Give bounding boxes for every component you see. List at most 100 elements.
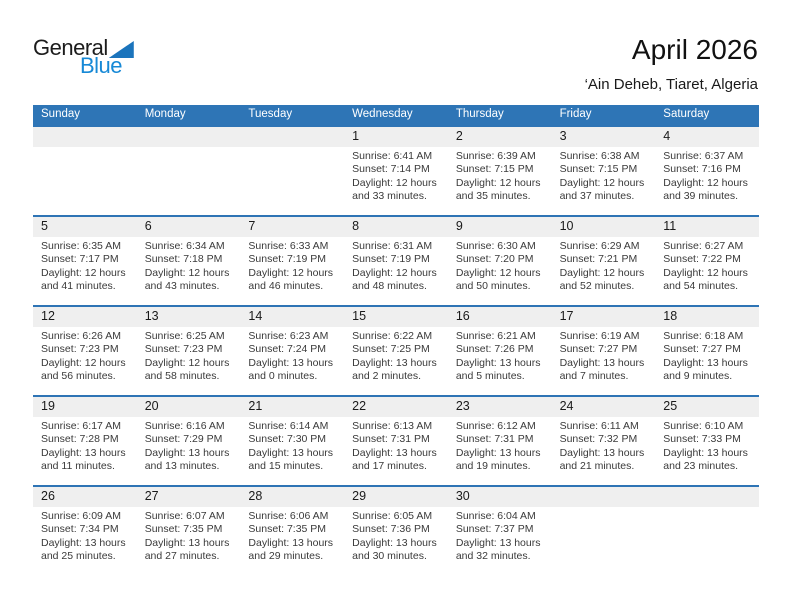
- sunrise-text: Sunrise: 6:23 AM: [248, 330, 329, 342]
- day-number: 28: [240, 487, 345, 507]
- day-details: Sunrise: 6:25 AM Sunset: 7:23 PM Daylight:…: [137, 327, 241, 384]
- day-number: 26: [33, 487, 137, 507]
- daylight-text: Daylight: 12 hours and 35 minutes.: [455, 176, 541, 203]
- day-details: Sunrise: 6:31 AM Sunset: 7:19 PM Daylight:…: [344, 237, 448, 294]
- daylight-text: Daylight: 12 hours and 54 minutes.: [663, 266, 748, 293]
- day-cell: 25 Sunrise: 6:10 AM Sunset: 7:33 PM Dayligh…: [655, 397, 759, 485]
- day-number: [551, 487, 656, 507]
- general-blue-logo: General Blue: [33, 35, 163, 77]
- day-cell: 8 Sunrise: 6:31 AM Sunset: 7:19 PM Daylight…: [344, 217, 448, 305]
- day-number: 13: [136, 307, 241, 327]
- sunrise-text: Sunrise: 6:37 AM: [663, 150, 744, 162]
- day-details: Sunrise: 6:26 AM Sunset: 7:23 PM Daylight:…: [33, 327, 137, 384]
- daylight-text: Daylight: 12 hours and 46 minutes.: [248, 266, 334, 293]
- sunrise-text: Sunrise: 6:31 AM: [352, 240, 433, 252]
- sunset-text: Sunset: 7:36 PM: [352, 523, 430, 536]
- weekday-header-friday: Friday: [559, 108, 592, 120]
- sunset-text: Sunset: 7:31 PM: [455, 433, 534, 446]
- sunset-text: Sunset: 7:20 PM: [455, 253, 534, 266]
- weekday-header-wednesday: Wednesday: [352, 108, 413, 120]
- sunset-text: Sunset: 7:35 PM: [248, 523, 327, 536]
- day-cell: 13 Sunrise: 6:25 AM Sunset: 7:23 PM Dayligh…: [136, 307, 241, 395]
- day-cell: 19 Sunrise: 6:17 AM Sunset: 7:28 PM Dayligh…: [33, 397, 137, 485]
- sunrise-text: Sunrise: 6:09 AM: [41, 510, 121, 522]
- logo-text-general: General: [33, 35, 108, 60]
- day-cell: 18 Sunrise: 6:18 AM Sunset: 7:27 PM Dayligh…: [655, 307, 759, 395]
- day-details: Sunrise: 6:10 AM Sunset: 7:33 PM Daylight:…: [655, 417, 759, 474]
- day-number: 27: [136, 487, 241, 507]
- day-details: Sunrise: 6:07 AM Sunset: 7:35 PM Daylight:…: [137, 507, 241, 564]
- empty-day-cell: [136, 127, 241, 215]
- daylight-text: Daylight: 12 hours and 56 minutes.: [41, 356, 126, 383]
- sunrise-text: Sunrise: 6:16 AM: [144, 420, 225, 432]
- daylight-text: Daylight: 13 hours and 27 minutes.: [144, 536, 230, 563]
- sunset-text: Sunset: 7:18 PM: [144, 253, 223, 266]
- day-number: 15: [344, 307, 448, 327]
- daylight-text: Daylight: 13 hours and 15 minutes.: [248, 446, 334, 473]
- sunset-text: Sunset: 7:16 PM: [663, 163, 741, 176]
- day-cell: 11 Sunrise: 6:27 AM Sunset: 7:22 PM Dayligh…: [655, 217, 759, 305]
- empty-day-cell: [655, 487, 759, 575]
- sunset-text: Sunset: 7:15 PM: [455, 163, 534, 176]
- month-title: April 2026: [631, 34, 758, 65]
- weekday-header-row: Sunday Monday Tuesday Wednesday Thursday Frid…: [33, 105, 759, 125]
- day-cell: 17 Sunrise: 6:19 AM Sunset: 7:27 PM Dayligh…: [551, 307, 656, 395]
- sunset-text: Sunset: 7:27 PM: [663, 343, 741, 356]
- sunset-text: Sunset: 7:37 PM: [455, 523, 534, 536]
- daylight-text: Daylight: 13 hours and 0 minutes.: [248, 356, 334, 383]
- day-number: 22: [344, 397, 448, 417]
- calendar-week-row: 26 Sunrise: 6:09 AM Sunset: 7:34 PM Dayligh…: [33, 485, 759, 575]
- weekday-header-sunday: Sunday: [41, 108, 81, 120]
- day-cell: 5 Sunrise: 6:35 AM Sunset: 7:17 PM Daylight…: [33, 217, 137, 305]
- day-cell: 10 Sunrise: 6:29 AM Sunset: 7:21 PM Dayligh…: [551, 217, 656, 305]
- day-details: Sunrise: 6:05 AM Sunset: 7:36 PM Daylight:…: [344, 507, 448, 564]
- weekday-header-tuesday: Tuesday: [248, 108, 293, 120]
- sunrise-text: Sunrise: 6:35 AM: [41, 240, 121, 252]
- calendar-week-row: 5 Sunrise: 6:35 AM Sunset: 7:17 PM Daylight…: [33, 215, 759, 305]
- daylight-text: Daylight: 13 hours and 2 minutes.: [352, 356, 437, 383]
- sunrise-text: Sunrise: 6:06 AM: [248, 510, 329, 522]
- day-details: Sunrise: 6:06 AM Sunset: 7:35 PM Daylight:…: [240, 507, 344, 564]
- day-number: 20: [136, 397, 241, 417]
- day-details: Sunrise: 6:22 AM Sunset: 7:25 PM Daylight:…: [344, 327, 448, 384]
- sunrise-text: Sunrise: 6:41 AM: [352, 150, 433, 162]
- day-details: Sunrise: 6:18 AM Sunset: 7:27 PM Daylight:…: [655, 327, 759, 384]
- sunset-text: Sunset: 7:29 PM: [144, 433, 223, 446]
- day-details: Sunrise: 6:29 AM Sunset: 7:21 PM Daylight:…: [552, 237, 656, 294]
- day-details: Sunrise: 6:39 AM Sunset: 7:15 PM Daylight:…: [448, 147, 552, 204]
- day-number: 14: [240, 307, 345, 327]
- location-subtitle: ‘Ain Deheb, Tiaret, Algeria: [584, 76, 758, 93]
- sunset-text: Sunset: 7:26 PM: [455, 343, 534, 356]
- day-details: Sunrise: 6:21 AM Sunset: 7:26 PM Daylight:…: [448, 327, 552, 384]
- day-number: 9: [447, 217, 552, 237]
- sunset-text: Sunset: 7:23 PM: [144, 343, 223, 356]
- sunset-text: Sunset: 7:19 PM: [352, 253, 430, 266]
- day-number: [655, 487, 759, 507]
- sunset-text: Sunset: 7:34 PM: [41, 523, 119, 536]
- day-details: Sunrise: 6:19 AM Sunset: 7:27 PM Daylight:…: [552, 327, 656, 384]
- sunrise-text: Sunrise: 6:17 AM: [41, 420, 121, 432]
- sunset-text: Sunset: 7:14 PM: [352, 163, 430, 176]
- sunrise-text: Sunrise: 6:22 AM: [352, 330, 433, 342]
- daylight-text: Daylight: 12 hours and 37 minutes.: [559, 176, 645, 203]
- calendar-week-row: 1 Sunrise: 6:41 AM Sunset: 7:14 PM Daylight…: [33, 125, 759, 215]
- day-number: 23: [447, 397, 552, 417]
- day-number: 16: [447, 307, 552, 327]
- sunrise-text: Sunrise: 6:14 AM: [248, 420, 329, 432]
- day-details: Sunrise: 6:11 AM Sunset: 7:32 PM Daylight:…: [552, 417, 656, 474]
- calendar-table: Sunday Monday Tuesday Wednesday Thursday Frid…: [33, 105, 759, 575]
- daylight-text: Daylight: 13 hours and 19 minutes.: [455, 446, 541, 473]
- daylight-text: Daylight: 13 hours and 30 minutes.: [352, 536, 437, 563]
- sunrise-text: Sunrise: 6:39 AM: [455, 150, 536, 162]
- daylight-text: Daylight: 13 hours and 13 minutes.: [144, 446, 230, 473]
- daylight-text: Daylight: 13 hours and 7 minutes.: [559, 356, 645, 383]
- daylight-text: Daylight: 12 hours and 41 minutes.: [41, 266, 126, 293]
- sunset-text: Sunset: 7:15 PM: [559, 163, 638, 176]
- sunrise-text: Sunrise: 6:34 AM: [144, 240, 225, 252]
- day-number: [240, 127, 345, 147]
- sunrise-text: Sunrise: 6:27 AM: [663, 240, 744, 252]
- sunrise-text: Sunrise: 6:10 AM: [663, 420, 744, 432]
- sunrise-text: Sunrise: 6:11 AM: [559, 420, 639, 432]
- sunset-text: Sunset: 7:27 PM: [559, 343, 638, 356]
